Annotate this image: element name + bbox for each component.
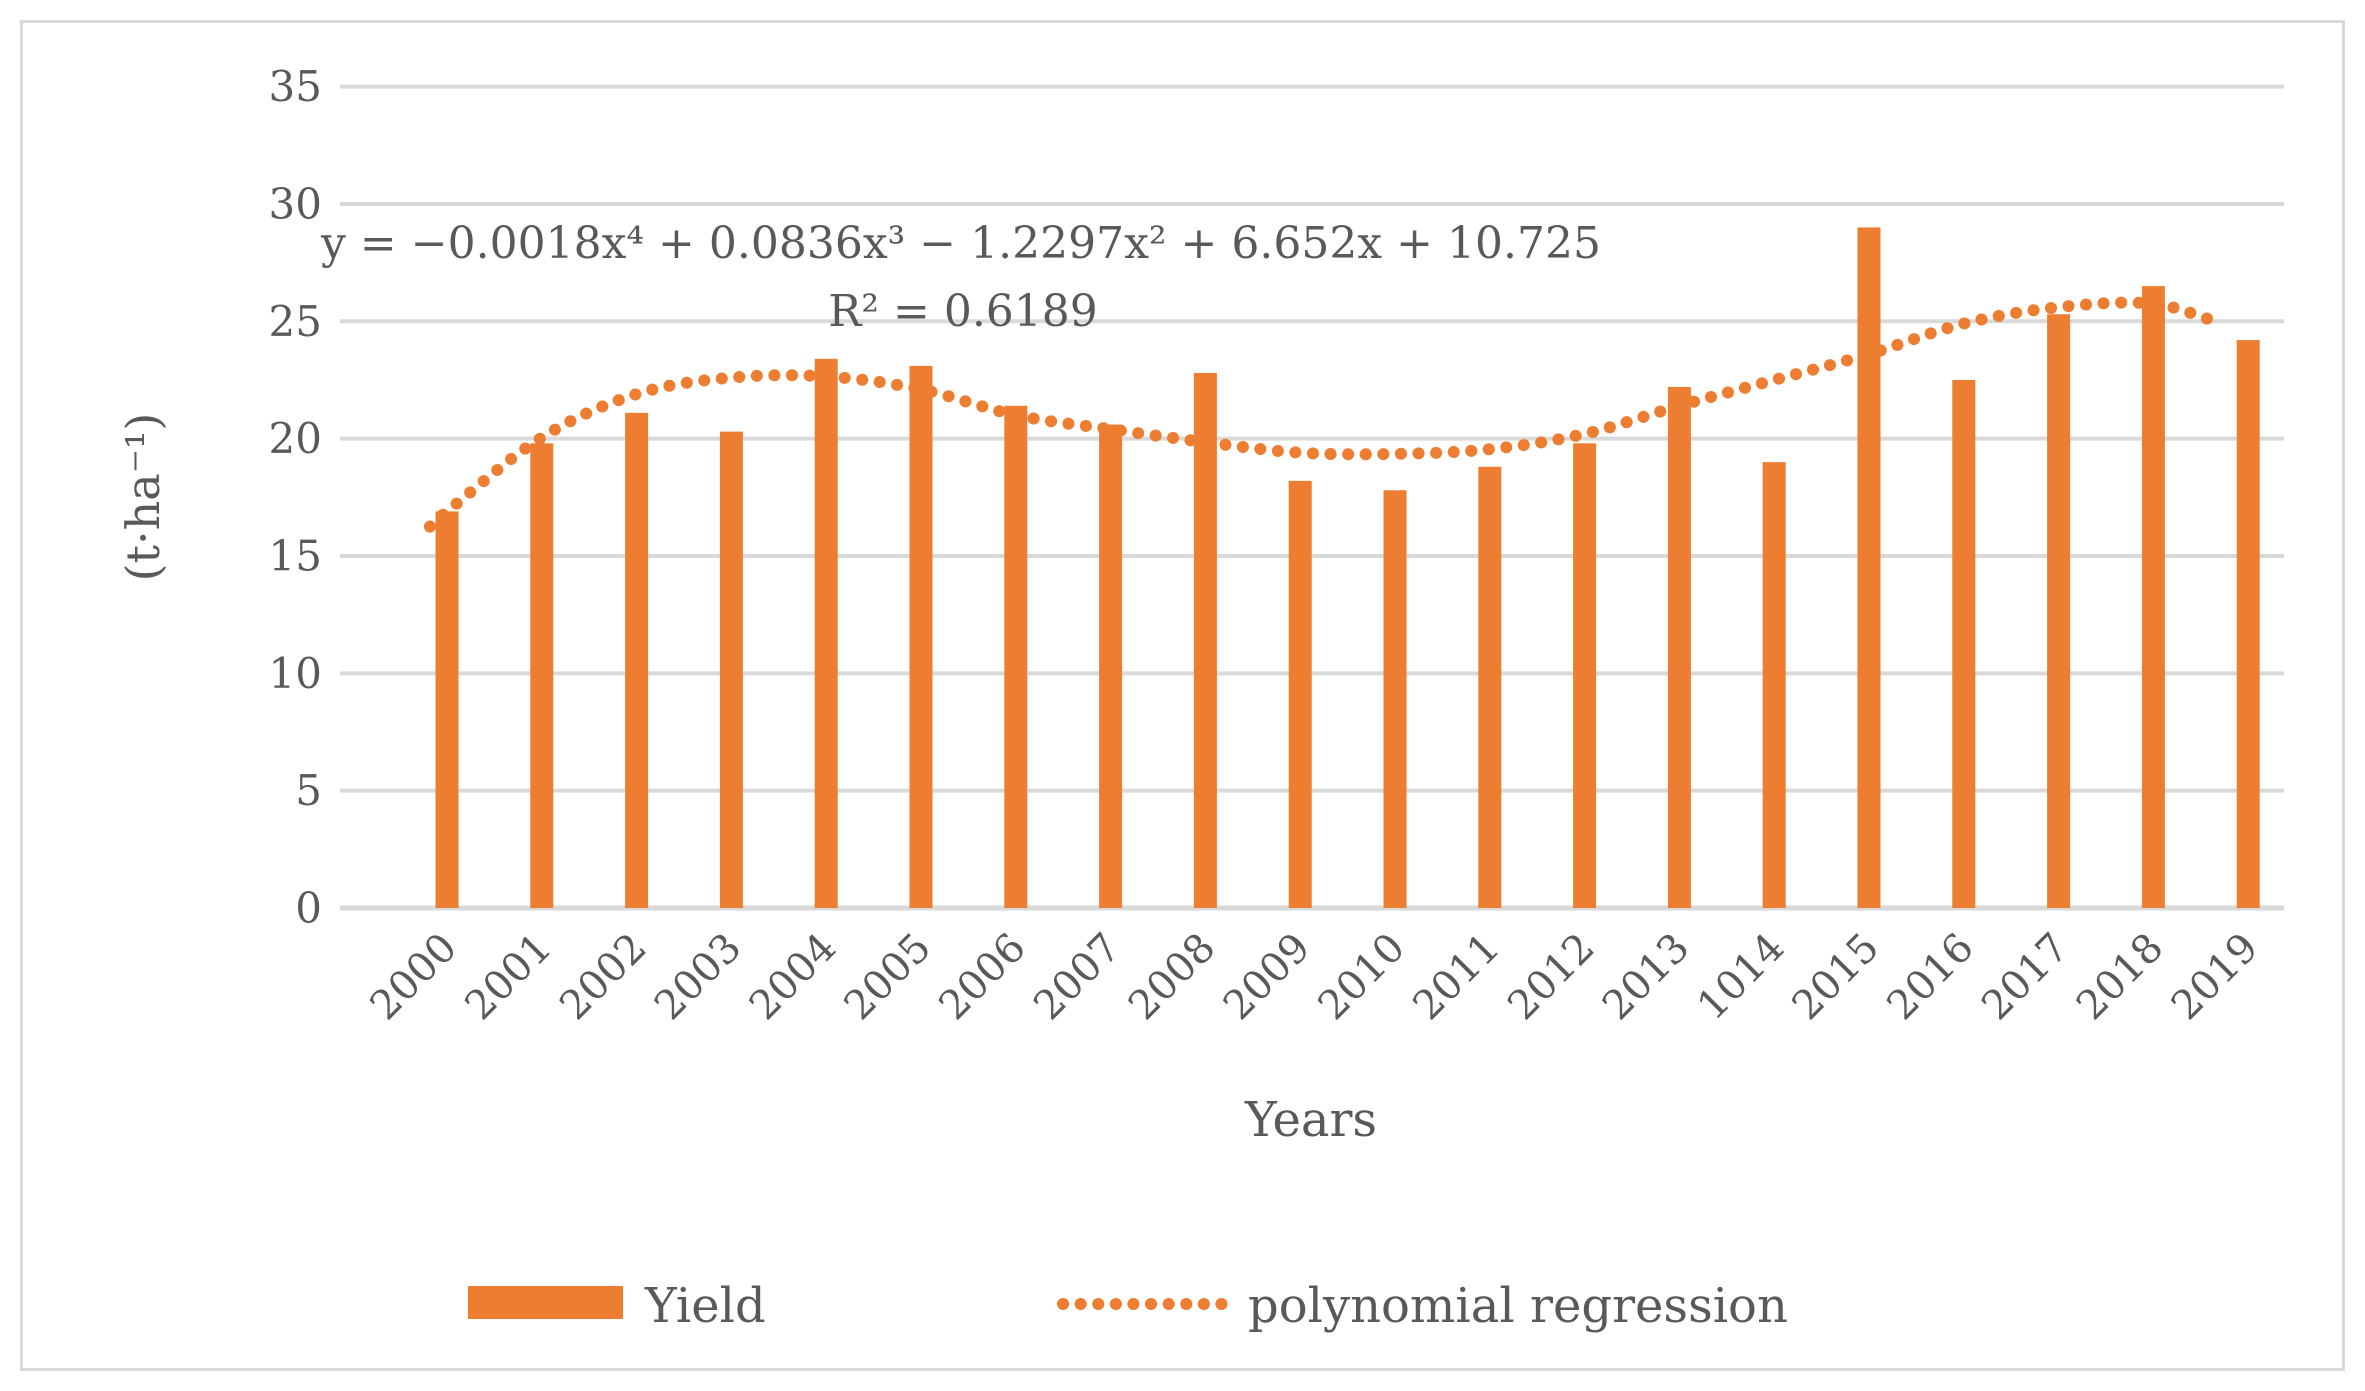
y-tick-label: 0	[295, 884, 322, 933]
y-tick-label: 5	[295, 766, 322, 815]
y-tick-label: 15	[269, 531, 322, 580]
x-tick-label: 2002	[551, 925, 656, 1030]
bar-2002	[625, 412, 649, 908]
x-tick-label: 2009	[1215, 925, 1320, 1030]
x-tick-label: 2005	[836, 925, 941, 1030]
bar-2006	[1004, 405, 1028, 908]
x-tick-label: 2013	[1594, 925, 1699, 1030]
x-tick-label: 2019	[2163, 925, 2268, 1030]
bar-2017	[2047, 314, 2071, 908]
y-tick-label: 25	[269, 297, 322, 346]
x-tick-label: 2003	[646, 925, 751, 1030]
r-squared-annotation: R² = 0.6189	[828, 286, 1098, 337]
bar-2011	[1478, 466, 1502, 908]
legend-dotted-line-sample	[1057, 1298, 1242, 1310]
legend-yield-label: Yield	[645, 1278, 766, 1334]
polynomial-regression-line	[423, 296, 2222, 533]
bar-2008	[1193, 372, 1217, 909]
y-axis-title: (t·ha⁻¹)	[116, 412, 170, 582]
x-axis-title: Years	[1244, 1092, 1378, 1148]
bar-2004	[814, 358, 838, 909]
x-tick-label: 2017	[1973, 925, 2078, 1030]
x-tick-label: 2018	[2068, 925, 2173, 1030]
trendline-equation: y = −0.0018x⁴ + 0.0836x³ − 1.2297x² + 6.…	[321, 218, 1601, 269]
x-tick-label: 2012	[1499, 925, 1604, 1030]
bar-2005	[909, 365, 933, 909]
x-tick-label: 2015	[1784, 925, 1889, 1030]
bar-2001	[530, 443, 554, 908]
bar-2009	[1288, 480, 1312, 908]
y-tick-label: 30	[269, 179, 322, 228]
x-tick-label: 2011	[1404, 925, 1509, 1030]
x-tick-label: 2004	[741, 925, 846, 1030]
x-tick-label: 2007	[1025, 925, 1130, 1030]
legend-yield-swatch	[468, 1286, 623, 1319]
x-tick-label: 2001	[456, 925, 561, 1030]
y-tick-label: 10	[269, 649, 322, 698]
bar-2010	[1383, 490, 1407, 908]
bar-1014	[1762, 462, 1786, 908]
x-tick-label: 1014	[1689, 925, 1794, 1030]
y-tick-label: 35	[269, 62, 322, 111]
figure-border	[20, 20, 2345, 1371]
bar-2003	[719, 431, 743, 908]
bar-2015	[1857, 227, 1881, 909]
bar-2012	[1573, 443, 1597, 908]
x-tick-label: 2016	[1878, 925, 1983, 1030]
bar-2000	[435, 511, 459, 908]
x-tick-label: 2010	[1310, 925, 1415, 1030]
x-tick-label: 2008	[1120, 925, 1225, 1030]
legend-regression-label: polynomial regression	[1248, 1278, 1788, 1334]
x-tick-label: 2000	[362, 925, 467, 1030]
x-tick-label: 2006	[930, 925, 1035, 1030]
y-tick-label: 20	[269, 414, 322, 463]
legend: Yield polynomial regression	[0, 1278, 2365, 1334]
bar-2018	[2141, 286, 2165, 908]
bar-2019	[2236, 340, 2260, 908]
bar-2013	[1667, 387, 1691, 909]
bar-2007	[1099, 424, 1123, 908]
bar-2016	[1952, 379, 1976, 909]
